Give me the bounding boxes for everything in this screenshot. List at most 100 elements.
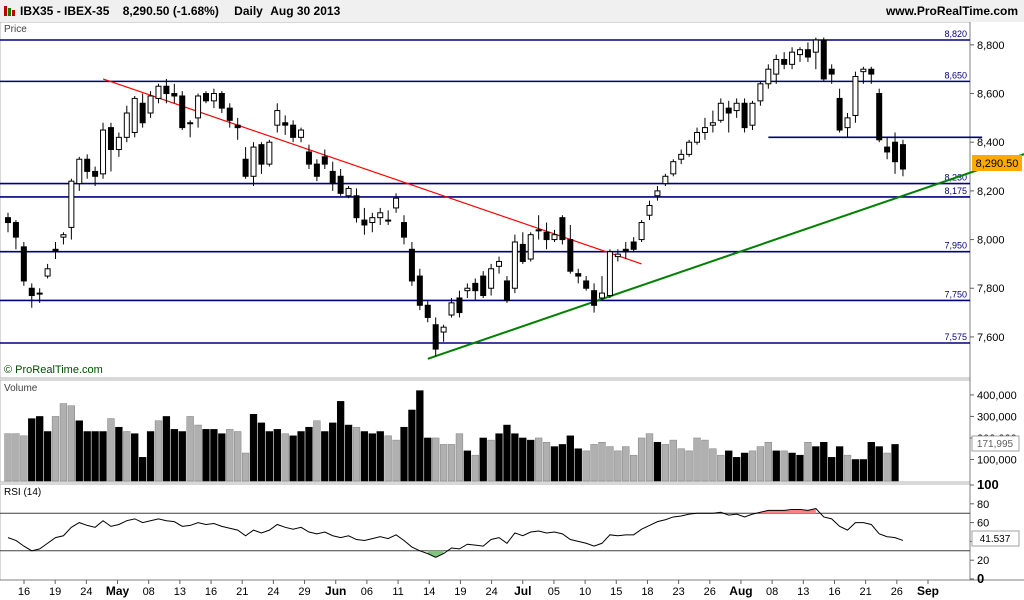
candle[interactable] [377, 207, 384, 225]
candle[interactable] [464, 283, 471, 298]
candle[interactable] [401, 215, 407, 245]
candle[interactable] [567, 224, 574, 274]
candle[interactable] [662, 173, 669, 187]
candle[interactable] [670, 159, 677, 177]
candle[interactable] [694, 127, 701, 145]
candle[interactable] [163, 78, 170, 104]
candle[interactable] [733, 98, 740, 118]
candle[interactable] [448, 297, 455, 318]
candle[interactable] [804, 42, 811, 62]
candle[interactable] [591, 283, 598, 313]
candle[interactable] [36, 288, 43, 303]
candle[interactable] [115, 132, 122, 157]
candle[interactable] [884, 137, 891, 160]
candle[interactable] [717, 98, 724, 123]
candle[interactable] [20, 242, 27, 286]
candle[interactable] [472, 278, 479, 301]
candle[interactable] [226, 103, 233, 128]
candle[interactable] [654, 186, 661, 201]
candle[interactable] [456, 290, 463, 318]
candle[interactable] [765, 64, 772, 89]
candle[interactable] [646, 200, 653, 221]
candle[interactable] [329, 161, 336, 191]
candle[interactable] [250, 142, 257, 187]
candle[interactable] [638, 220, 645, 242]
brand-link[interactable]: www.ProRealTime.com [885, 4, 1018, 18]
candle[interactable] [12, 220, 19, 250]
candle[interactable] [606, 249, 613, 298]
candle[interactable] [741, 98, 748, 133]
candle[interactable] [385, 210, 392, 225]
candle[interactable] [155, 83, 162, 104]
candle[interactable] [313, 159, 320, 182]
candle[interactable] [836, 88, 843, 133]
candle[interactable] [60, 232, 67, 245]
candle[interactable] [266, 139, 273, 167]
candle[interactable] [218, 91, 225, 114]
candle[interactable] [678, 149, 685, 165]
candle[interactable] [440, 324, 447, 342]
candle[interactable] [361, 207, 368, 235]
candle[interactable] [234, 117, 241, 140]
candle[interactable] [511, 234, 518, 294]
candle[interactable] [393, 193, 400, 213]
candle[interactable] [749, 100, 756, 131]
candle[interactable] [44, 263, 51, 279]
candle[interactable] [321, 149, 328, 169]
candle[interactable] [187, 120, 194, 138]
candle[interactable] [179, 91, 186, 131]
candle[interactable] [242, 147, 249, 179]
candle[interactable] [709, 110, 716, 133]
candle[interactable] [868, 66, 875, 84]
candle[interactable] [76, 156, 83, 191]
candle[interactable] [424, 300, 431, 323]
candle[interactable] [892, 132, 899, 174]
candle[interactable] [488, 263, 495, 296]
candle[interactable] [131, 95, 138, 138]
candle[interactable] [860, 66, 867, 84]
candle[interactable] [282, 115, 289, 135]
candle[interactable] [781, 52, 788, 70]
rsi-line[interactable] [7, 507, 904, 558]
candle[interactable] [203, 91, 209, 104]
candle[interactable] [844, 113, 851, 138]
candle[interactable] [345, 186, 352, 199]
candle[interactable] [369, 212, 376, 233]
candle[interactable] [258, 142, 265, 174]
candle[interactable] [797, 47, 803, 62]
candle[interactable] [551, 229, 558, 242]
candle[interactable] [725, 100, 732, 133]
candle[interactable] [210, 88, 217, 109]
candle[interactable] [503, 276, 510, 303]
candle[interactable] [305, 144, 312, 169]
candle[interactable] [535, 215, 542, 240]
candle[interactable] [290, 120, 297, 143]
candle[interactable] [100, 122, 107, 179]
candle[interactable] [899, 139, 906, 177]
candle[interactable] [5, 212, 11, 233]
candle[interactable] [353, 188, 360, 223]
candle[interactable] [52, 242, 59, 260]
candle[interactable] [68, 178, 75, 240]
candle[interactable] [107, 122, 114, 172]
candle[interactable] [519, 232, 526, 264]
candle[interactable] [757, 81, 764, 106]
candle[interactable] [575, 268, 582, 284]
candle[interactable] [527, 232, 534, 262]
candle[interactable] [496, 256, 503, 274]
candle[interactable] [416, 268, 423, 311]
candle[interactable] [84, 154, 91, 179]
candle[interactable] [543, 222, 550, 250]
candle[interactable] [171, 83, 178, 104]
trendline[interactable] [427, 150, 1024, 360]
candle[interactable] [480, 271, 487, 298]
candle[interactable] [789, 47, 796, 70]
candle[interactable] [432, 317, 439, 357]
candle[interactable] [773, 54, 780, 84]
candle[interactable] [614, 249, 621, 262]
candle[interactable] [876, 88, 883, 143]
candle[interactable] [28, 283, 35, 308]
candle[interactable] [599, 276, 605, 301]
candle[interactable] [123, 105, 130, 143]
candle[interactable] [92, 166, 99, 187]
